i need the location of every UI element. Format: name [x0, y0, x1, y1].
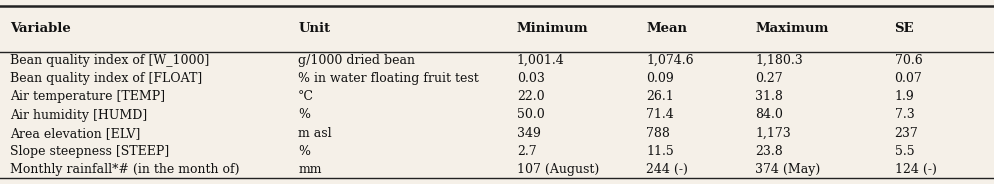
Text: 31.8: 31.8 — [755, 90, 783, 103]
Text: 50.0: 50.0 — [517, 109, 545, 121]
Text: Unit: Unit — [298, 22, 330, 35]
Text: 1.9: 1.9 — [895, 90, 914, 103]
Text: Bean quality index of [W_1000]: Bean quality index of [W_1000] — [10, 54, 210, 67]
Text: m asl: m asl — [298, 127, 332, 140]
Text: 1,074.6: 1,074.6 — [646, 54, 694, 67]
Text: 1,173: 1,173 — [755, 127, 791, 140]
Text: Bean quality index of [FLOAT]: Bean quality index of [FLOAT] — [10, 72, 202, 85]
Text: 22.0: 22.0 — [517, 90, 545, 103]
Text: 1,180.3: 1,180.3 — [755, 54, 803, 67]
Text: 1,001.4: 1,001.4 — [517, 54, 565, 67]
Text: Slope steepness [STEEP]: Slope steepness [STEEP] — [10, 145, 169, 158]
Text: Area elevation [ELV]: Area elevation [ELV] — [10, 127, 140, 140]
Text: SE: SE — [895, 22, 914, 35]
Text: 71.4: 71.4 — [646, 109, 674, 121]
Text: Air temperature [TEMP]: Air temperature [TEMP] — [10, 90, 165, 103]
Text: 244 (-): 244 (-) — [646, 163, 688, 176]
Text: mm: mm — [298, 163, 322, 176]
Text: 788: 788 — [646, 127, 670, 140]
Text: 5.5: 5.5 — [895, 145, 914, 158]
Text: g/1000 dried bean: g/1000 dried bean — [298, 54, 415, 67]
Text: % in water floating fruit test: % in water floating fruit test — [298, 72, 479, 85]
Text: 0.03: 0.03 — [517, 72, 545, 85]
Text: Air humidity [HUMD]: Air humidity [HUMD] — [10, 109, 147, 121]
Text: 349: 349 — [517, 127, 541, 140]
Text: 23.8: 23.8 — [755, 145, 783, 158]
Text: Monthly rainfall*# (in the month of): Monthly rainfall*# (in the month of) — [10, 163, 240, 176]
Text: 2.7: 2.7 — [517, 145, 537, 158]
Text: 0.27: 0.27 — [755, 72, 783, 85]
Text: °C: °C — [298, 90, 314, 103]
Text: 237: 237 — [895, 127, 918, 140]
Text: 7.3: 7.3 — [895, 109, 914, 121]
Text: %: % — [298, 145, 310, 158]
Text: 124 (-): 124 (-) — [895, 163, 936, 176]
Text: 374 (May): 374 (May) — [755, 163, 821, 176]
Text: 107 (August): 107 (August) — [517, 163, 599, 176]
Text: 84.0: 84.0 — [755, 109, 783, 121]
Text: Mean: Mean — [646, 22, 687, 35]
Text: 0.07: 0.07 — [895, 72, 922, 85]
Text: Variable: Variable — [10, 22, 71, 35]
Text: 26.1: 26.1 — [646, 90, 674, 103]
Text: 0.09: 0.09 — [646, 72, 674, 85]
Text: Minimum: Minimum — [517, 22, 588, 35]
Text: %: % — [298, 109, 310, 121]
Text: Maximum: Maximum — [755, 22, 829, 35]
Text: 70.6: 70.6 — [895, 54, 922, 67]
Text: 11.5: 11.5 — [646, 145, 674, 158]
